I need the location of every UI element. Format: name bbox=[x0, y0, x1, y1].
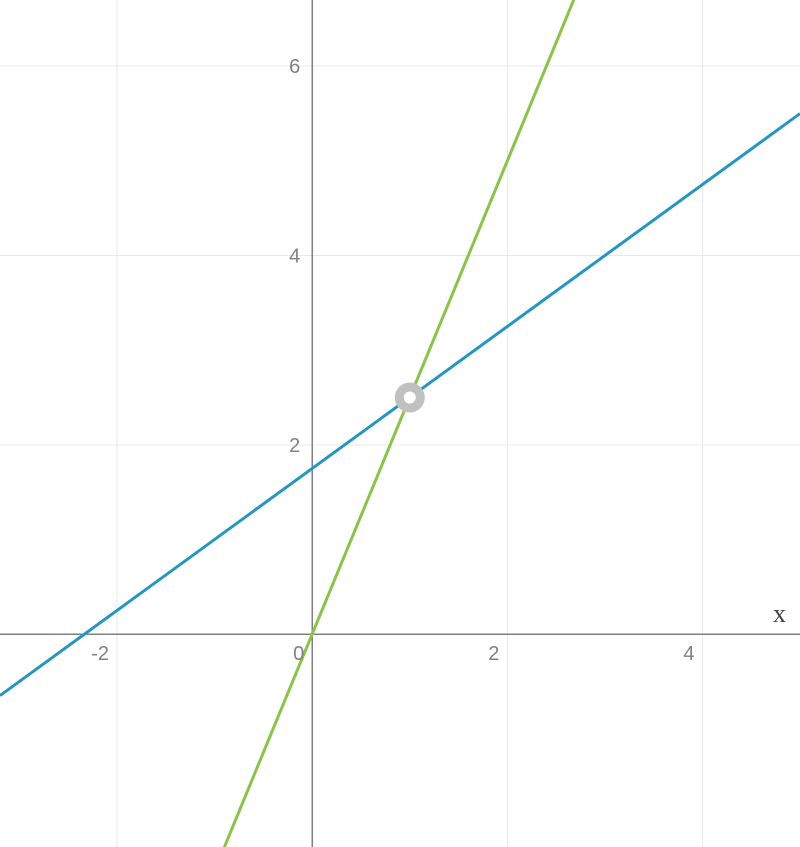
x-tick-label: 0 bbox=[293, 643, 304, 665]
chart-svg: -2 0 2 4 2 4 6 x bbox=[0, 0, 800, 847]
y-tick-label: 4 bbox=[289, 246, 300, 268]
tick-labels: -2 0 2 4 2 4 6 bbox=[91, 56, 694, 665]
x-tick-label: 2 bbox=[488, 643, 499, 665]
y-tick-label: 6 bbox=[289, 56, 300, 78]
y-tick-label: 2 bbox=[289, 435, 300, 457]
x-tick-label: 4 bbox=[683, 643, 694, 665]
x-axis-label: x bbox=[773, 599, 786, 628]
series bbox=[0, 0, 800, 847]
line-chart: -2 0 2 4 2 4 6 x bbox=[0, 0, 800, 847]
intersection-inner bbox=[404, 391, 416, 403]
x-tick-label: -2 bbox=[91, 643, 109, 665]
intersection-point[interactable] bbox=[395, 382, 425, 412]
line-green bbox=[0, 0, 800, 847]
